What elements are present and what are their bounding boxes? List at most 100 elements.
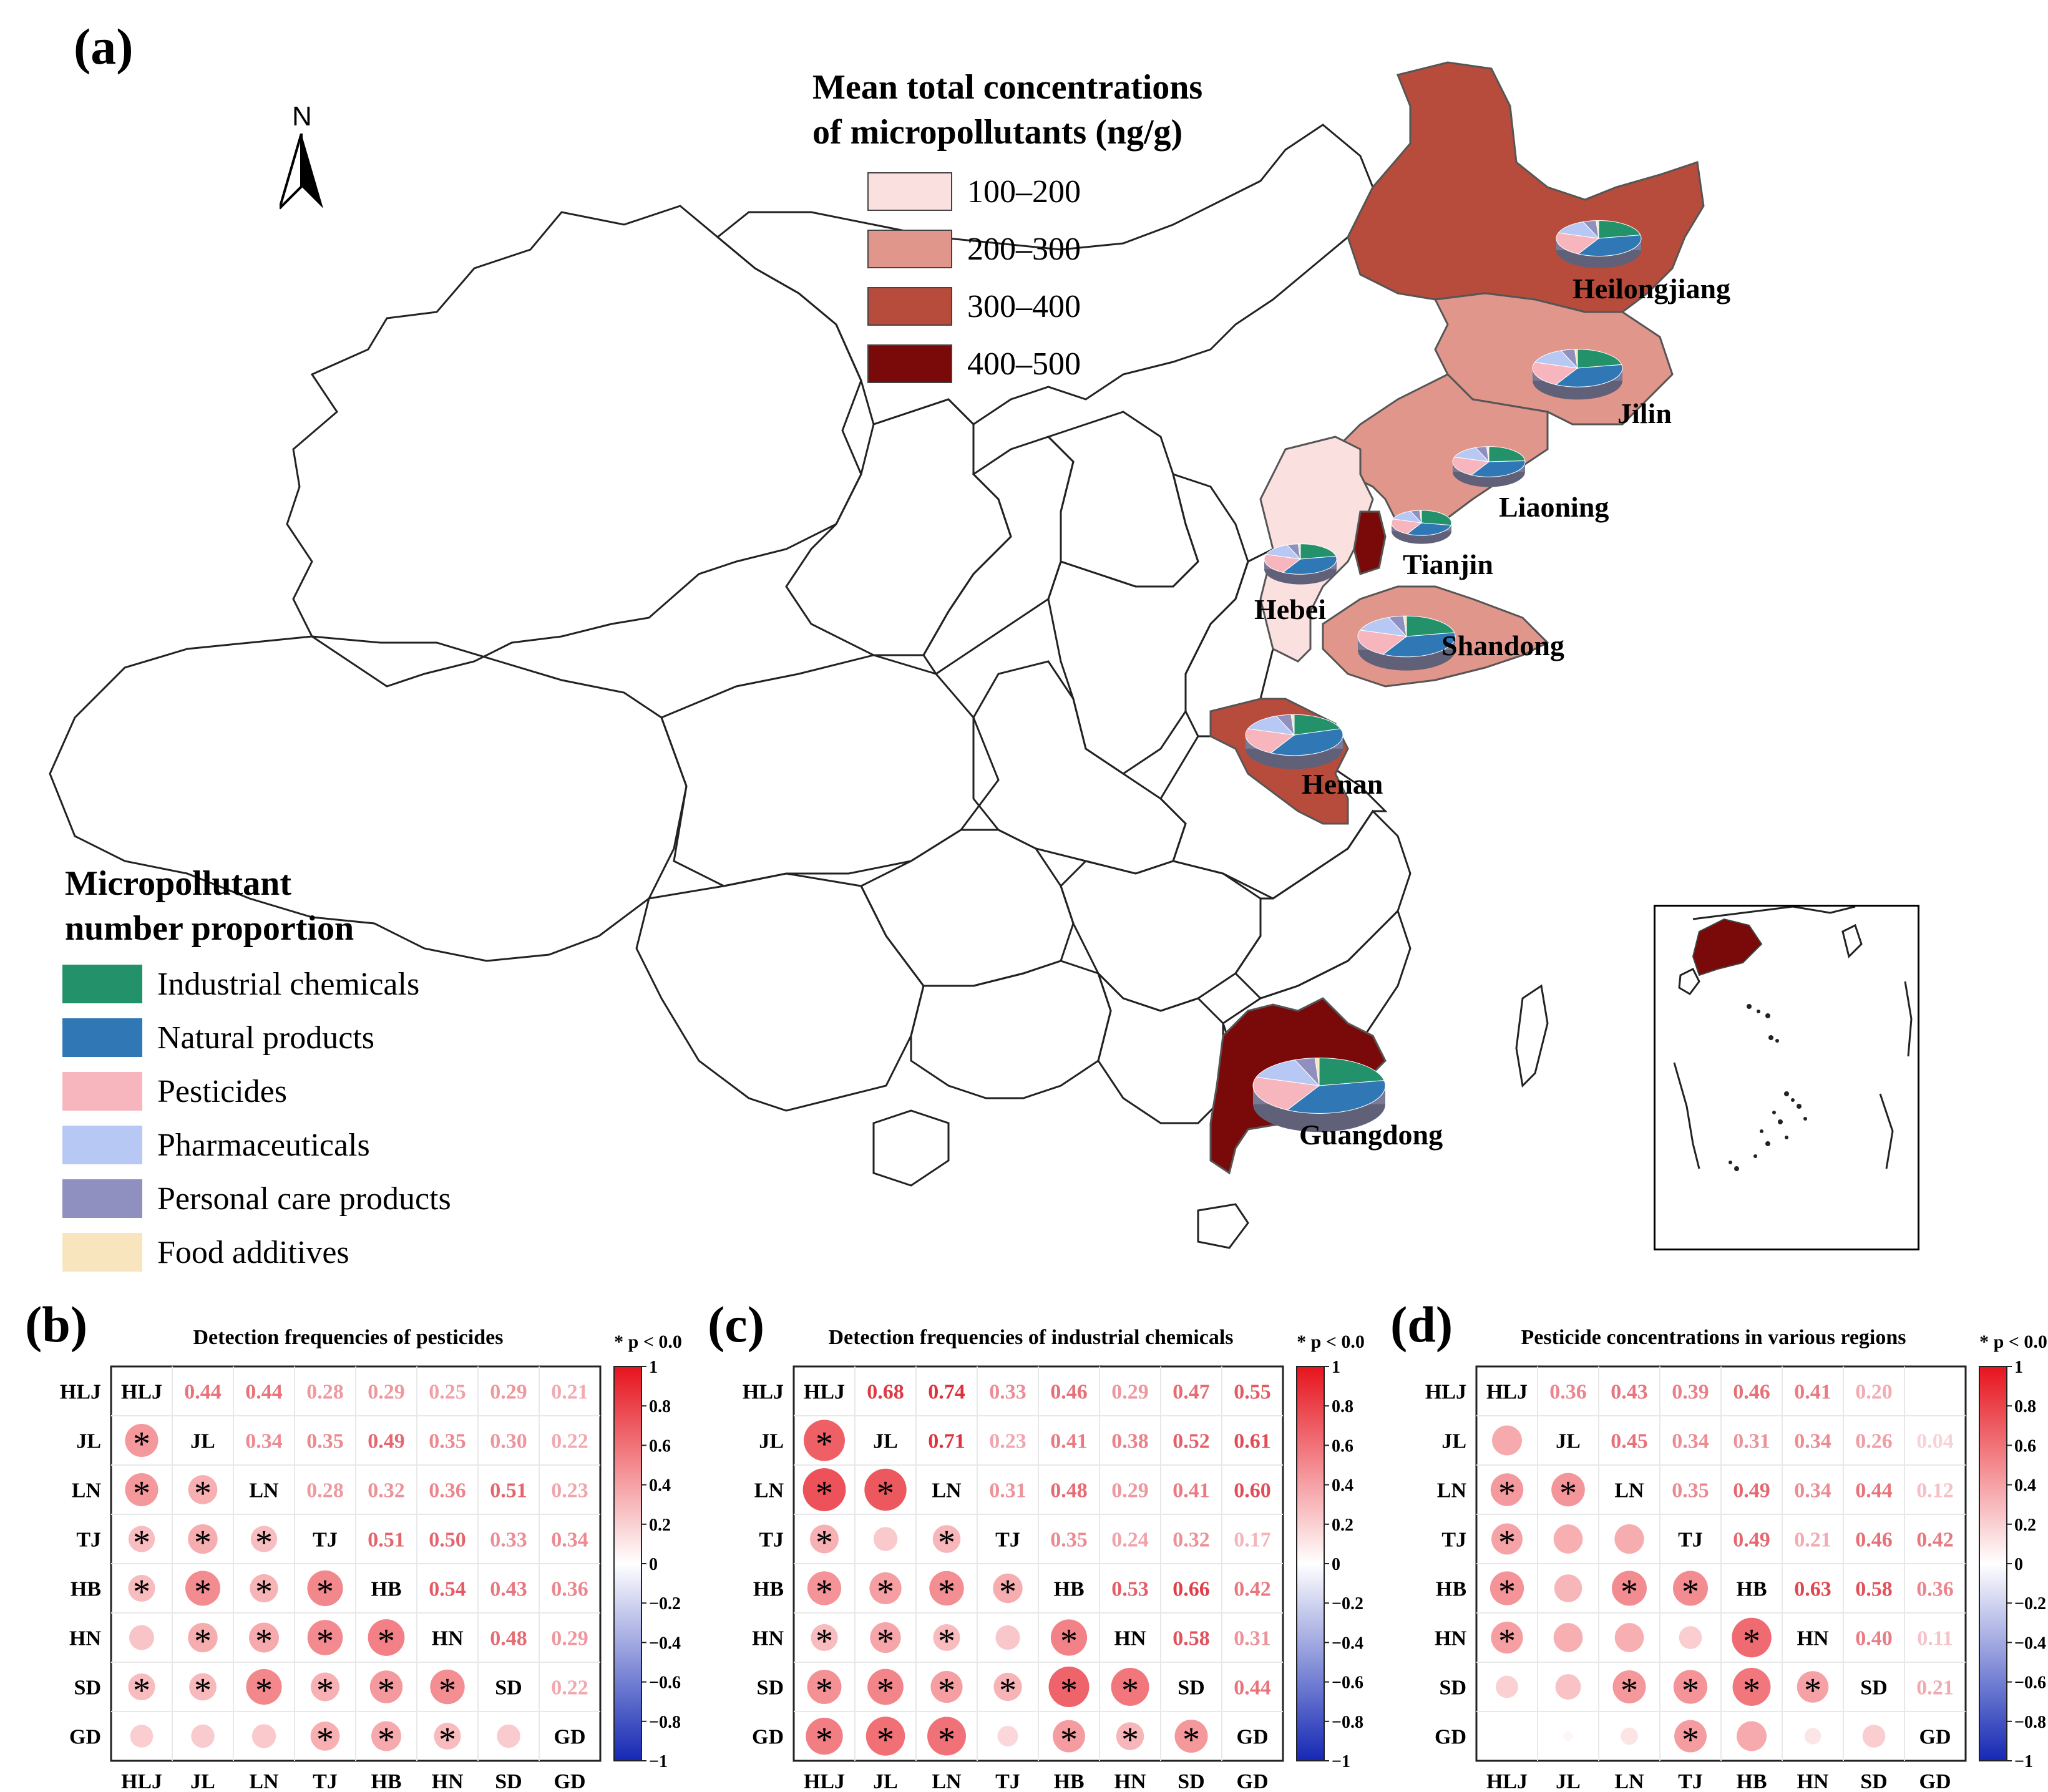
col-label: HB [1736,1770,1767,1791]
corr-value: 0.48 [1050,1479,1088,1502]
diagonal-label: HN [432,1627,464,1650]
significance-star: * [255,1573,273,1612]
legend-label: 300–400 [967,288,1081,324]
significance-star: * [1182,1721,1200,1760]
corr-value: 0.31 [1733,1430,1770,1453]
corr-value: 0.45 [1611,1430,1648,1453]
corr-value: 0.63 [1794,1578,1831,1601]
significance-star: * [816,1425,833,1464]
corr-value: 0.46 [1050,1381,1088,1404]
inset-map [1654,905,1919,1250]
corr-value: 0.66 [1173,1578,1210,1601]
corr-circle [1490,1571,1524,1605]
diagonal-label: GD [1919,1726,1951,1749]
corr-circle [188,1524,218,1554]
north-label: N [292,101,312,132]
corr-circle [933,1624,960,1652]
china-map [49,61,1705,1249]
corr-circle [125,1423,158,1458]
corr-circle [1554,1574,1582,1602]
pie-hebei [1264,543,1337,585]
significance-star: * [1498,1524,1516,1562]
category-legend-item: Industrial chemicals [62,965,419,1003]
pie-slice [1406,615,1455,637]
pie-slice [1532,362,1579,386]
col-label: SD [1178,1770,1204,1791]
concentration-legend-item: 200–300 [867,230,1081,268]
significance-star: * [133,1474,150,1513]
pie-slice [1556,232,1600,255]
row-label: SD [757,1677,784,1700]
significance-label: * p < 0.01 [1979,1332,2048,1352]
legend-label: Food additives [157,1234,349,1270]
pie-slice [1245,728,1295,754]
corr-value: 0.35 [306,1430,344,1453]
corr-circle [1674,1720,1707,1753]
pie-slice [1470,460,1526,477]
province-tianjin [1353,510,1387,575]
corr-value: 0.42 [1916,1529,1954,1552]
colorbar-tick-label: 0.8 [1332,1397,1353,1416]
significance-star: * [1498,1474,1516,1513]
corr-circle [250,1526,278,1552]
legend-swatch [867,344,952,383]
significance-star: * [1121,1721,1139,1760]
diagonal-label: JL [1556,1430,1581,1453]
significance-star: * [133,1573,150,1612]
significance-star: * [1498,1622,1516,1661]
significance-star: * [877,1622,894,1661]
corr-circle [129,1625,154,1650]
significance-star: * [1498,1573,1516,1612]
corr-value: 0.74 [928,1381,965,1404]
significance-star: * [316,1672,334,1710]
corr-circle [806,1717,843,1755]
corr-circle [1862,1725,1886,1748]
corr-circle [1614,1524,1644,1554]
corr-value: 0.21 [1916,1677,1954,1700]
chart-title: Detection frequencies of pesticides [193,1326,504,1349]
significance-star: * [816,1474,833,1513]
north-arrow-icon [280,134,323,210]
diagonal-label: HLJ [804,1381,845,1404]
corr-value: 0.50 [429,1529,466,1552]
corr-circle [1679,1626,1702,1649]
panel-a-label: (a) [74,18,134,75]
col-label: HLJ [804,1770,845,1791]
colorbar-tick-label: 0 [2014,1555,2023,1574]
significance-star: * [816,1721,833,1760]
category-legend-item: Food additives [62,1233,349,1272]
row-label: GD [69,1726,101,1749]
corr-circle [1555,1674,1581,1700]
significance-star: * [316,1622,334,1661]
corr-circle [251,1724,276,1748]
pie-tianjin [1391,510,1452,544]
row-label: SD [74,1677,101,1700]
diagonal-label: HLJ [121,1381,162,1404]
diagonal-label: HLJ [1486,1381,1528,1404]
significance-star: * [378,1672,395,1710]
corr-value: 0.51 [490,1479,527,1502]
row-label: JL [759,1430,784,1453]
corr-circle [189,1673,217,1701]
corr-value: 0.52 [1173,1430,1210,1453]
corr-circle [1673,1570,1708,1606]
pie-slice [1264,553,1302,573]
col-label: HB [371,1770,401,1791]
col-label: LN [932,1770,962,1791]
significance-star: * [816,1672,833,1710]
significance-star: * [378,1622,395,1661]
corr-value: 0.55 [1234,1381,1271,1404]
diagonal-label: JL [873,1430,898,1453]
corr-circle [311,1672,339,1702]
pie-slice [1403,615,1407,637]
pie-jilin [1532,349,1623,400]
province-pie-charts [1245,220,1642,1132]
significance-star: * [877,1573,894,1612]
significance-star: * [439,1721,456,1760]
col-label: HLJ [1486,1770,1528,1791]
significance-star: * [194,1622,212,1661]
corr-circle [1621,1727,1638,1745]
significance-star: * [1682,1672,1699,1710]
corr-value: 0.40 [1855,1627,1893,1650]
col-label: GD [1237,1770,1269,1791]
